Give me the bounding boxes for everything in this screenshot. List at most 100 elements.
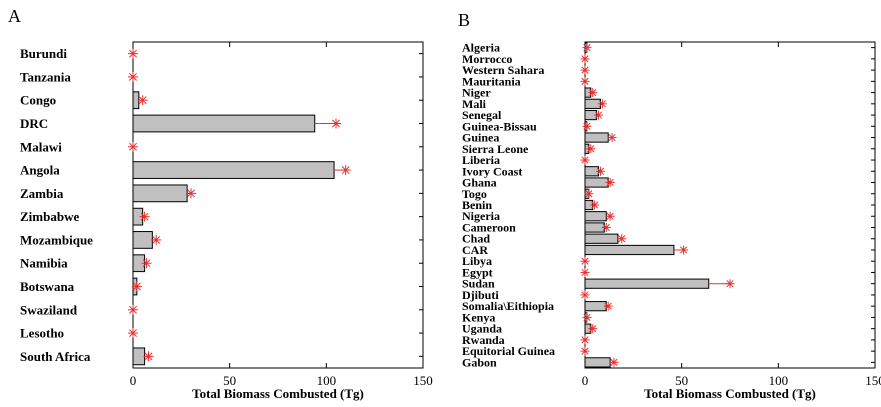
panel-b-error-marker: [590, 200, 600, 210]
panel-a-x-tick-label: 150: [413, 373, 433, 388]
panel-a-category-label: DRC: [20, 116, 48, 131]
panel-b-error-marker: [582, 43, 592, 53]
panel-a-x-tick-label: 0: [130, 373, 137, 388]
panel-a-x-tick-label: 100: [317, 373, 337, 388]
panel-b-x-axis-label: Total Biomass Combusted (Tg): [644, 386, 816, 401]
panel-a-category-label: Botswana: [20, 279, 75, 294]
panel-b-error-marker: [605, 211, 615, 221]
panel-b-error-marker: [609, 357, 619, 367]
panel-a-error-marker: [139, 211, 150, 222]
panel-b-bar: [584, 278, 710, 289]
panel-a-bar: [132, 184, 188, 203]
panel-b-error-marker: [580, 54, 590, 64]
panel-a-category-label: South Africa: [20, 349, 91, 364]
panel-b-category-label: Western Sahara: [462, 63, 544, 77]
panel-a-error-marker: [151, 234, 162, 245]
panel-b-category-label: Libya: [462, 254, 492, 268]
panel-a-error-marker: [128, 304, 138, 315]
panel-b-error-marker: [580, 155, 590, 165]
panel-a-error-marker: [141, 258, 152, 269]
panel-b-category-label: Equitorial Guinea: [462, 344, 555, 358]
panel-b-error-marker: [617, 234, 627, 244]
panel-b-category-label: Mali: [462, 97, 487, 111]
panel-b-category-label: Rwanda: [462, 333, 505, 347]
panel-b-plot-area: [584, 41, 876, 369]
panel-b-bar: [584, 222, 605, 233]
panel-b-error-marker: [580, 290, 590, 300]
panel-a-bar: [132, 347, 146, 366]
panel-b-category-label: Ghana: [462, 176, 497, 190]
panel-b-error-marker: [580, 335, 590, 345]
panel-a-error-marker: [340, 165, 351, 176]
panel-a-category-label: Malawi: [20, 139, 62, 154]
panel-b-category-label: Mauritania: [462, 74, 521, 88]
panel-a-error-marker: [128, 71, 138, 82]
panel-b-x-tick-label: 50: [675, 373, 688, 388]
panel-b-error-marker: [595, 166, 605, 176]
panel-b-category-label: Sierra Leone: [462, 142, 529, 156]
panel-b-category-label: Chad: [462, 232, 490, 246]
panel-a-category-label: Swaziland: [20, 302, 78, 317]
panel-b-category-label: Guinea-Bissau: [462, 119, 537, 133]
panel-b-error-marker: [580, 76, 590, 86]
panel-a-category-label: Tanzania: [20, 69, 71, 84]
panel-b-category-label: Somalia\Eithiopia: [462, 299, 554, 313]
panel-b-x-tick-label: 150: [865, 373, 881, 388]
panel-a-category-label: Mozambique: [20, 232, 93, 247]
panel-a-letter: A: [8, 6, 21, 26]
panel-b-category-label: Uganda: [462, 322, 502, 336]
panel-b-category-label: Djibuti: [462, 288, 499, 302]
panel-b-category-label: Togo: [462, 187, 487, 201]
panel-b-bar: [584, 244, 675, 256]
panel-b-category-label: Egypt: [462, 265, 493, 279]
panel-b-error-marker: [597, 99, 607, 109]
panel-b-x-tick-label: 100: [769, 373, 789, 388]
panel-b-category-label: Algeria: [462, 41, 500, 55]
panel-b-error-marker: [607, 133, 617, 143]
panel-b-error-marker: [588, 88, 598, 98]
panel-b-category-label: Niger: [462, 86, 491, 100]
panel-b-bar: [584, 211, 607, 222]
panel-b-category-label: Benin: [462, 198, 492, 212]
panel-b-category-label: Kenya: [462, 310, 495, 324]
panel-b-error-marker: [679, 245, 689, 255]
panel-b-error-marker: [603, 301, 613, 311]
panel-a-error-marker: [186, 188, 196, 199]
panel-a-x-tick-label: 50: [223, 373, 236, 388]
panel-a-error-marker: [143, 351, 154, 362]
panel-a-bar: [132, 161, 335, 179]
panel-a-category-label: Burundi: [20, 46, 67, 61]
panel-a-error-marker: [128, 141, 138, 152]
panel-b-bar: [584, 301, 607, 312]
panel-a-bar: [132, 114, 316, 133]
panel-b-chart: Total Biomass Combusted (Tg) 0 50 100 150 Al…: [462, 41, 881, 401]
panel-a-chart: Total Biomass Combusted (Tg) 0 50 100 150 Bu…: [20, 41, 433, 401]
panel-b-letter: B: [458, 10, 470, 30]
panel-b-error-marker: [582, 312, 592, 322]
panel-b-error-marker: [580, 267, 590, 277]
panel-b-bar: [584, 132, 609, 143]
panel-b-x-tick-label: 0: [582, 373, 589, 388]
panel-a-error-marker: [128, 48, 138, 59]
panel-b-category-label: Senegal: [462, 108, 502, 122]
panel-a-error-marker: [331, 118, 341, 129]
panel-b-bar: [584, 357, 611, 368]
panel-a-category-label: Zimbabwe: [20, 209, 79, 224]
panel-b-bar: [584, 177, 609, 188]
panel-a-x-axis-label: Total Biomass Combusted (Tg): [192, 386, 364, 401]
panel-a-category-label: Congo: [20, 93, 56, 108]
panel-b-error-marker: [580, 65, 590, 75]
panel-b-error-marker: [584, 189, 594, 199]
panel-b-error-marker: [580, 346, 590, 356]
panel-b-error-marker: [605, 178, 615, 188]
panel-b-category-label: Guinea: [462, 131, 499, 145]
panel-b-category-label: Sudan: [462, 277, 495, 291]
panel-b-error-marker: [580, 256, 590, 266]
panel-a-category-label: Zambia: [20, 186, 64, 201]
panel-b-error-marker: [588, 324, 598, 334]
panel-b-error-marker: [725, 279, 735, 289]
panel-b-category-label: Cameroon: [462, 220, 516, 234]
panel-b-error-marker: [586, 144, 596, 154]
panel-a-bar: [132, 231, 153, 249]
